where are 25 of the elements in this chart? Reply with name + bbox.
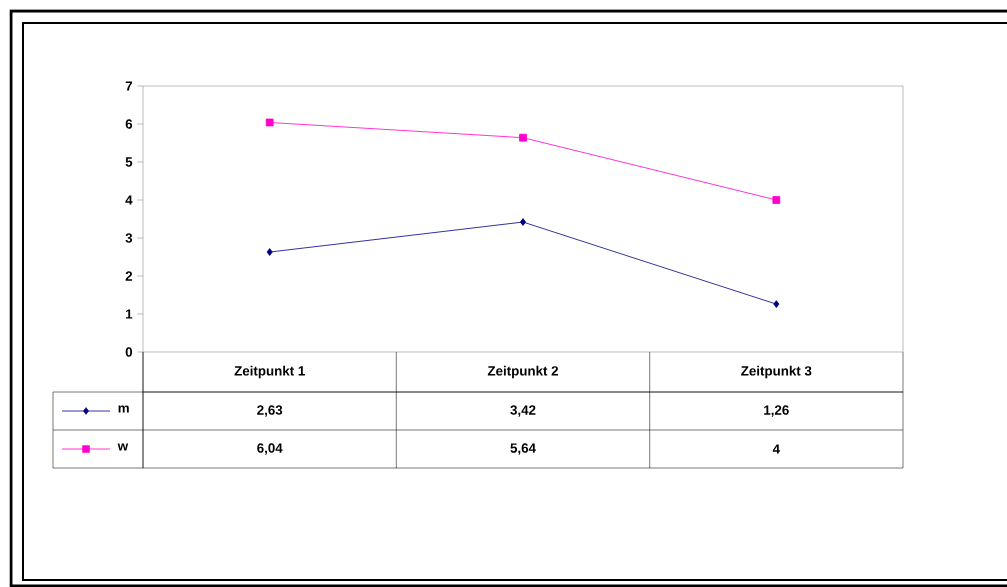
point [266,248,273,256]
x-tick-label: Zeitpunkt 3 [741,365,812,379]
x-tick-label: Zeitpunkt 2 [487,365,559,379]
data-label: 4 [772,444,780,454]
point [772,196,781,204]
y-tick-label: 6 [125,119,133,129]
data-label: 1,26 [764,405,789,417]
data-label: 5,64 [510,443,536,455]
y-tick-label: 7 [125,81,133,91]
legend-label: w [117,443,129,451]
data-label: 6,04 [257,443,283,455]
y-tick-label: 4 [125,195,133,205]
y-tick-label: 1 [126,309,133,319]
x-tick-label: Zeitpunkt 1 [234,365,305,379]
point [773,300,780,308]
y-tick-label: 0 [125,347,133,357]
data-label: 2,63 [257,405,283,417]
legend-label: m [118,405,129,413]
y-tick-label: 2 [125,271,133,281]
point [520,218,526,226]
y-tick-label: 5 [125,157,133,167]
data-label: 3,42 [510,405,536,417]
y-tick-label: 3 [125,233,133,243]
point [265,118,274,127]
point [519,133,527,142]
